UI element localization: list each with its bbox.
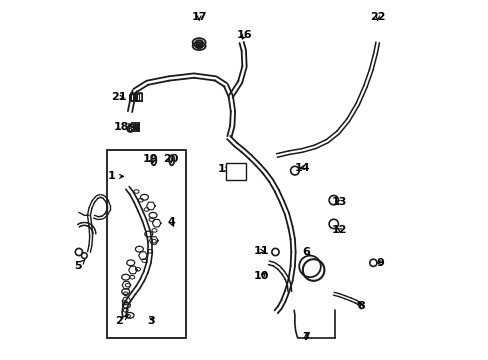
- Bar: [226, 163, 245, 180]
- Text: 3: 3: [147, 316, 154, 326]
- Bar: [133, 93, 136, 101]
- Bar: [130, 93, 133, 101]
- Bar: [136, 93, 139, 101]
- Text: 16: 16: [236, 30, 252, 40]
- Bar: [128, 94, 130, 100]
- Ellipse shape: [195, 44, 203, 48]
- Bar: [137, 124, 139, 131]
- Text: 6: 6: [302, 247, 310, 257]
- Text: 14: 14: [294, 163, 309, 173]
- Text: 13: 13: [331, 197, 346, 207]
- Text: 10: 10: [254, 271, 269, 282]
- Text: 18: 18: [113, 122, 132, 132]
- Bar: [133, 94, 134, 100]
- Text: 19: 19: [143, 154, 159, 164]
- Text: 20: 20: [163, 154, 178, 164]
- Bar: [139, 93, 142, 101]
- Bar: [128, 124, 131, 131]
- Bar: [133, 122, 135, 129]
- Text: 15: 15: [218, 164, 233, 174]
- Text: 5: 5: [74, 260, 85, 271]
- Bar: [135, 94, 137, 100]
- Text: 1: 1: [107, 171, 123, 181]
- Text: 12: 12: [331, 225, 346, 235]
- Text: 4: 4: [167, 217, 175, 228]
- Text: 11: 11: [253, 246, 269, 256]
- Bar: [130, 94, 132, 100]
- Bar: [134, 124, 136, 131]
- Text: 2: 2: [115, 316, 128, 326]
- Text: 17: 17: [191, 12, 206, 22]
- Bar: [131, 122, 133, 129]
- Bar: [128, 124, 139, 131]
- Bar: [131, 124, 133, 131]
- Text: 22: 22: [369, 12, 385, 22]
- Bar: [137, 122, 139, 129]
- Bar: [130, 93, 142, 101]
- Text: 8: 8: [357, 301, 364, 311]
- Text: 9: 9: [375, 258, 383, 268]
- Bar: [137, 94, 139, 100]
- Bar: [135, 122, 137, 129]
- Text: 21: 21: [111, 92, 127, 102]
- Bar: [107, 150, 186, 338]
- Text: 7: 7: [302, 332, 310, 342]
